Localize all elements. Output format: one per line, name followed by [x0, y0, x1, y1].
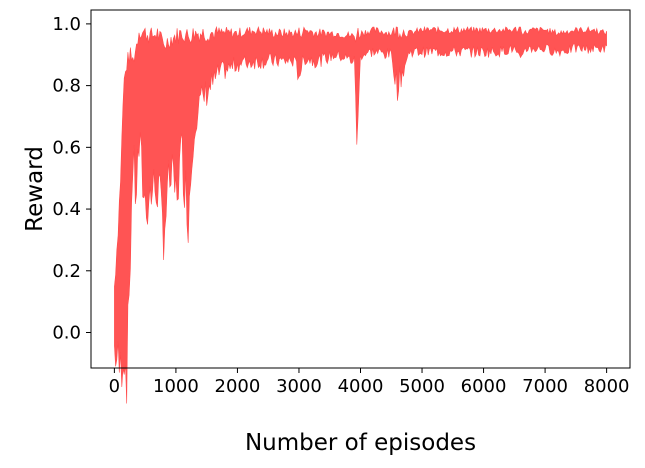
- x-axis: 0 1000 2000 3000 4000 5000 6000 7000 8000: [109, 368, 630, 397]
- y-tick-label: 0.2: [52, 261, 81, 282]
- x-tick-label: 7000: [522, 376, 568, 397]
- x-tick-label: 5000: [399, 376, 445, 397]
- x-tick-label: 2000: [215, 376, 261, 397]
- y-tick-label: 0.6: [52, 137, 81, 158]
- x-tick-label: 8000: [584, 376, 630, 397]
- x-tick-label: 1000: [153, 376, 199, 397]
- plot-area: [114, 25, 607, 404]
- x-tick-label: 3000: [276, 376, 322, 397]
- y-tick-label: 0.8: [52, 76, 81, 97]
- y-tick-label: 0.4: [52, 199, 81, 220]
- y-axis: 0.0 0.2 0.4 0.6 0.8 1.0: [52, 14, 91, 344]
- y-tick-label: 0.0: [52, 323, 81, 344]
- x-tick-label: 0: [109, 376, 120, 397]
- x-axis-title: Number of episodes: [245, 430, 476, 456]
- y-axis-title: Reward: [22, 146, 48, 232]
- x-tick-label: 6000: [461, 376, 507, 397]
- x-tick-label: 4000: [338, 376, 384, 397]
- reward-band: [114, 25, 607, 404]
- y-tick-label: 1.0: [52, 14, 81, 35]
